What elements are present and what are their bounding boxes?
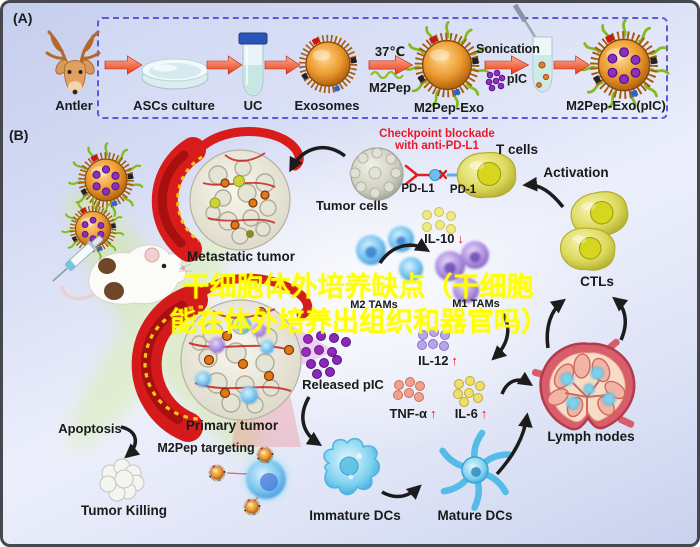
- exosome-peptide-icon: [404, 22, 489, 106]
- annotation-m2pep: M2Pep: [369, 80, 411, 95]
- checkpoint-blockade-note: Checkpoint blockade with anti-PD-L1: [379, 128, 495, 152]
- step-label-exosomes: Exosomes: [294, 98, 360, 113]
- m1-tams-cells: [435, 241, 489, 303]
- metastatic-tumor-illustration: [151, 126, 304, 262]
- label-mature-dcs: Mature DCs: [437, 508, 513, 523]
- primary-tumor-illustration: [131, 273, 335, 447]
- il6-up-arrow-icon: ↑: [480, 406, 488, 421]
- annotation-temperature: 37℃: [374, 44, 406, 59]
- step-label-uc: UC: [243, 98, 263, 113]
- label-primary-tumor: Primary tumor: [185, 418, 279, 433]
- label-m2-tams: M2 TAMs: [350, 299, 398, 311]
- step-label-m2pep-exo-pic: M2Pep-Exo(pIC): [566, 98, 666, 113]
- label-t-cells: T cells: [495, 142, 539, 157]
- step-label-ascs-culture: ASCs culture: [133, 98, 215, 113]
- step-label-antler: Antler: [55, 98, 93, 113]
- tnf-text: TNF-α: [389, 406, 428, 421]
- sonication-tube-icon: [512, 3, 553, 93]
- label-released-pic: Released pIC: [302, 377, 384, 392]
- annotation-pic: pIC: [506, 72, 528, 86]
- label-apoptosis: Apoptosis: [58, 421, 122, 436]
- label-m2pep-targeting: M2Pep targeting: [157, 441, 255, 455]
- released-pic-dots: [301, 331, 351, 379]
- pic-dots-cluster-a: [485, 69, 506, 92]
- blocked-cross-icon: [438, 169, 448, 180]
- arrow-pic-to-dc: [301, 396, 323, 446]
- immature-dc-illustration: [323, 437, 381, 496]
- figure-graphics: [45, 3, 700, 517]
- watermark-line2: 能在体外培养出组织和器官吗）: [170, 307, 548, 338]
- arrow-m2-to-m1: [378, 237, 431, 265]
- arrow-dc-maturation: [381, 484, 422, 500]
- panel-a-label: (A): [13, 10, 33, 26]
- panel-b-label: (B): [9, 127, 29, 143]
- arrow-apoptosis: [120, 425, 141, 459]
- tnf-dots: [393, 377, 425, 402]
- exosome-icon: [301, 37, 356, 92]
- il12-dots: [417, 327, 450, 351]
- il10-text: IL-10: [424, 231, 455, 246]
- step-label-m2pep-exo: M2Pep-Exo: [413, 100, 485, 115]
- label-activation: Activation: [543, 165, 609, 180]
- il6-dots: [453, 376, 485, 407]
- il6-text: IL-6: [454, 406, 478, 421]
- label-tnf-alpha: TNF-α ↑: [389, 407, 436, 421]
- il10-down-arrow-icon: ↓: [457, 231, 464, 246]
- anti-pdl1-antibody-icon: [404, 164, 431, 186]
- watermark-line1: 干细胞体外培养缺点（干细胞: [182, 272, 534, 303]
- label-tumor-cells: Tumor cells: [315, 198, 389, 213]
- il12-text: IL-12: [418, 353, 449, 368]
- label-il10: IL-10 ↓: [424, 232, 464, 246]
- label-ctls: CTLs: [580, 274, 614, 289]
- checkpoint-line2: with anti-PD-L1: [395, 140, 479, 153]
- m2pep-peptide-squiggle: [370, 70, 404, 80]
- arrow-tumorcells-to-metastatic: [289, 146, 347, 173]
- pdl1-molecule-icon: [429, 169, 441, 181]
- tnf-up-arrow-icon: ↑: [430, 406, 437, 421]
- deer-head-icon: [45, 30, 101, 95]
- annotation-sonication: Sonication: [476, 42, 540, 56]
- mouse-icon: [60, 244, 192, 305]
- il10-dots: [422, 207, 456, 234]
- label-il12: IL-12 ↑: [418, 354, 458, 368]
- label-immature-dcs: Immature DCs: [309, 508, 401, 523]
- petri-dish-icon: [141, 58, 209, 90]
- label-il6: IL-6 ↑: [455, 407, 488, 421]
- label-tumor-killing: Tumor Killing: [81, 503, 167, 518]
- label-m1-tams: M1 TAMs: [452, 298, 500, 310]
- il12-up-arrow-icon: ↑: [451, 353, 458, 368]
- m2pep-targeting-cell: [208, 446, 290, 517]
- label-pd-1: PD-1: [449, 184, 477, 196]
- centrifuge-tube-icon: [238, 32, 268, 97]
- syringe-icon: [52, 235, 104, 282]
- arrow-activation: [522, 176, 565, 209]
- apoptotic-cell-illustration: [99, 458, 145, 502]
- exosome-peptide-pic-icon: [579, 20, 668, 108]
- label-pd-l1: PD-L1: [401, 183, 435, 195]
- mature-dc-illustration: [440, 433, 509, 508]
- tumor-cells-illustration: [349, 147, 404, 201]
- checkpoint-line1: Checkpoint blockade: [379, 128, 495, 140]
- flow-arrows: [491, 296, 629, 476]
- label-lymph-nodes: Lymph nodes: [547, 429, 635, 444]
- label-metastatic-tumor: Metastatic tumor: [186, 249, 296, 264]
- lymph-node-illustration: [531, 338, 636, 431]
